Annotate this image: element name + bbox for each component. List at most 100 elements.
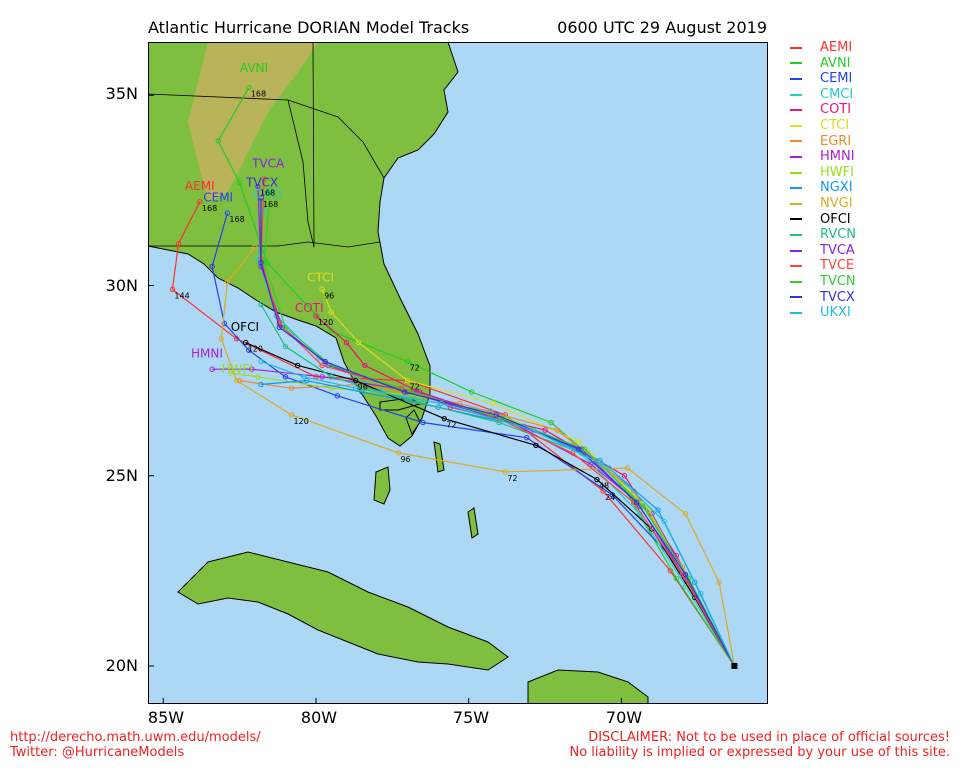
legend-swatch xyxy=(790,46,802,49)
track-point xyxy=(209,263,215,270)
track-point xyxy=(640,503,646,509)
track-point xyxy=(215,138,221,144)
legend-item-tvca: TVCA xyxy=(790,243,856,259)
track-point xyxy=(582,446,588,452)
track-point xyxy=(282,324,289,331)
legend-swatch xyxy=(790,233,802,236)
track-point xyxy=(352,377,359,384)
track-point xyxy=(493,412,499,418)
track-point xyxy=(221,320,228,327)
bahamas-andros xyxy=(373,466,391,505)
track-point xyxy=(328,374,334,380)
track-point xyxy=(258,195,264,201)
track-point xyxy=(227,370,234,376)
track-point xyxy=(682,571,689,578)
track-point xyxy=(569,450,576,456)
track-point xyxy=(249,366,255,372)
tracks-layer xyxy=(169,84,738,669)
legend-swatch xyxy=(790,265,802,268)
forecast-hour-label: 48 xyxy=(599,482,609,491)
track-point xyxy=(319,374,325,380)
track-nvgi xyxy=(220,247,735,667)
track-point xyxy=(276,324,283,331)
track-point xyxy=(597,457,603,464)
track-point xyxy=(319,286,325,292)
footer-left: http://derecho.math.uwm.edu/models/ Twit… xyxy=(10,730,261,760)
track-tag-coti: COTI xyxy=(295,301,324,315)
track-point xyxy=(288,412,295,418)
track-aemi xyxy=(171,201,735,667)
track-point xyxy=(530,427,536,433)
track-point xyxy=(246,84,252,91)
track-point xyxy=(633,499,640,506)
bahamas-eleuthera xyxy=(433,441,445,473)
disclaimer-line-1: DISCLAIMER: Not to be used in place of o… xyxy=(588,730,950,745)
track-tag-hmni: HMNI xyxy=(191,347,223,361)
twitter-handle: Twitter: @HurricaneModels xyxy=(10,745,185,760)
legend-item-ngxi: NGXI xyxy=(790,180,856,196)
track-point xyxy=(328,309,334,315)
forecast-hour-label: 96 xyxy=(324,291,334,300)
legend-swatch xyxy=(790,109,802,112)
track-point xyxy=(255,183,261,190)
track-point xyxy=(407,389,414,395)
track-point xyxy=(362,362,368,369)
legend-label: EGRI xyxy=(820,133,852,149)
cuba xyxy=(177,551,509,671)
lon-label-85: 85W xyxy=(147,708,185,727)
track-tag-avni: AVNI xyxy=(240,61,268,75)
track-point xyxy=(218,336,225,342)
track-ukxi xyxy=(260,361,735,667)
track-point xyxy=(438,400,444,407)
forecast-hour-label: 96 xyxy=(358,383,368,392)
track-point xyxy=(261,206,267,213)
track-point xyxy=(294,362,301,369)
map-panel: 24 72 144 168 AEMI 72 168 AVNI 168 CEMI CMCI 120 COT… xyxy=(147,41,768,705)
track-point xyxy=(606,465,612,471)
forecast-hour-label: 120 xyxy=(318,318,333,327)
legend-swatch xyxy=(790,280,802,283)
legend-item-tvce: TVCE xyxy=(790,258,856,274)
legend-swatch xyxy=(790,124,802,127)
forecast-hour-label: 72 xyxy=(410,383,420,392)
legend-label: HWFI xyxy=(820,164,854,180)
forecast-hour-label: 72 xyxy=(410,364,420,373)
legend-item-ctci: CTCI xyxy=(790,118,856,134)
forecast-hour-label: 168 xyxy=(263,200,278,209)
legend-label: TVCE xyxy=(820,258,855,274)
track-point xyxy=(401,389,408,395)
legend-swatch xyxy=(790,62,802,65)
track-point xyxy=(169,286,176,292)
legend-label: NVGI xyxy=(820,195,853,211)
track-point xyxy=(594,476,600,483)
forecast-hour-label: 72 xyxy=(507,474,517,483)
legend-label: COTI xyxy=(820,102,852,118)
track-tag-ofci: OFCI xyxy=(231,320,259,334)
track-point xyxy=(282,343,289,350)
lat-label-25: 25N xyxy=(105,466,138,485)
track-point xyxy=(246,347,252,353)
forecast-hour-label: 120 xyxy=(248,345,263,354)
track-cemi xyxy=(211,213,735,667)
track-point xyxy=(524,434,530,441)
track-point xyxy=(691,579,698,585)
track-point xyxy=(255,374,261,380)
legend-item-egri: EGRI xyxy=(790,134,856,150)
track-point xyxy=(343,339,350,346)
track-ctci xyxy=(321,289,735,667)
forecast-timestamp: 0600 UTC 29 August 2019 xyxy=(557,18,767,37)
track-point xyxy=(264,259,270,266)
legend-label: CTCI xyxy=(820,117,850,133)
legend-item-avni: AVNI xyxy=(790,56,856,72)
track-point xyxy=(233,377,240,384)
legend-swatch xyxy=(790,93,802,96)
track-point xyxy=(304,377,310,384)
land-layer xyxy=(147,41,649,705)
track-point xyxy=(420,419,426,426)
legend-item-nvgi: NVGI xyxy=(790,196,856,212)
lon-label-70: 70W xyxy=(605,708,643,727)
source-url[interactable]: http://derecho.math.uwm.edu/models/ xyxy=(10,730,261,745)
legend-label: TVCN xyxy=(820,273,856,289)
lat-label-20: 20N xyxy=(105,656,138,675)
legend-label: OFCI xyxy=(820,211,851,227)
